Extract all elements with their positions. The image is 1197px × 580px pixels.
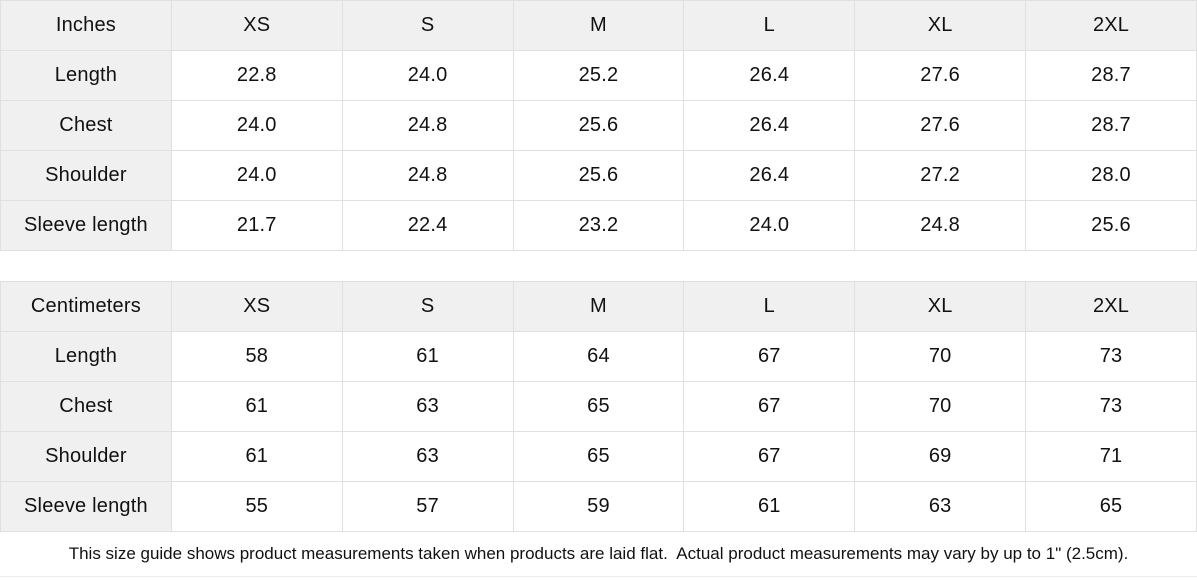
size-value-cell: 26.4 [683,100,856,151]
size-value-cell: 67 [683,431,856,482]
size-value-cell: 26.4 [683,50,856,101]
size-value-cell: 70 [854,331,1027,382]
size-value-cell: 65 [512,431,685,482]
size-value-cell: 27.2 [854,150,1027,201]
table-row-length-cm: Length 58 61 64 67 70 73 [0,331,1197,382]
size-value-cell: 71 [1025,431,1197,482]
size-value-cell: 70 [854,381,1027,432]
size-value-cell: 24.8 [854,200,1027,251]
row-label: Chest [0,381,172,432]
size-column-header-2xl: 2XL [1025,281,1197,332]
size-value-cell: 73 [1025,381,1197,432]
size-value-cell: 63 [341,431,514,482]
inches-header-row: Inches XS S M L XL 2XL [0,0,1197,51]
table-row-shoulder-in: Shoulder 24.0 24.8 25.6 26.4 27.2 28.0 [0,150,1197,201]
table-row-chest-in: Chest 24.0 24.8 25.6 26.4 27.6 28.7 [0,100,1197,151]
size-value-cell: 63 [341,381,514,432]
size-column-header-xl: XL [854,0,1027,51]
centimeters-unit-header: Centimeters [0,281,172,332]
centimeters-table: Centimeters XS S M L XL 2XL Length 58 61… [0,281,1197,532]
table-row-chest-cm: Chest 61 63 65 67 70 73 [0,381,1197,432]
table-row-sleeve-in: Sleeve length 21.7 22.4 23.2 24.0 24.8 2… [0,200,1197,251]
size-value-cell: 24.0 [170,100,343,151]
size-column-header-l: L [683,281,856,332]
size-value-cell: 24.8 [341,150,514,201]
size-column-header-xs: XS [170,281,343,332]
size-value-cell: 61 [341,331,514,382]
size-value-cell: 26.4 [683,150,856,201]
size-value-cell: 65 [512,381,685,432]
row-label: Shoulder [0,150,172,201]
row-label: Length [0,331,172,382]
size-value-cell: 25.2 [512,50,685,101]
size-value-cell: 63 [854,481,1027,532]
inches-unit-header: Inches [0,0,172,51]
size-column-header-s: S [341,281,514,332]
size-value-cell: 21.7 [170,200,343,251]
size-value-cell: 22.8 [170,50,343,101]
size-column-header-xs: XS [170,0,343,51]
size-column-header-l: L [683,0,856,51]
size-value-cell: 61 [683,481,856,532]
row-label: Chest [0,100,172,151]
size-value-cell: 25.6 [512,150,685,201]
size-value-cell: 61 [170,431,343,482]
size-column-header-s: S [341,0,514,51]
size-column-header-2xl: 2XL [1025,0,1197,51]
size-value-cell: 59 [512,481,685,532]
size-value-cell: 58 [170,331,343,382]
table-section-gap [0,251,1197,281]
table-row-sleeve-cm: Sleeve length 55 57 59 61 63 65 [0,481,1197,532]
row-label: Length [0,50,172,101]
table-row-shoulder-cm: Shoulder 61 63 65 67 69 71 [0,431,1197,482]
size-value-cell: 25.6 [1025,200,1197,251]
size-guide-disclaimer: This size guide shows product measuremen… [0,532,1197,577]
centimeters-header-row: Centimeters XS S M L XL 2XL [0,281,1197,332]
size-value-cell: 64 [512,331,685,382]
size-value-cell: 61 [170,381,343,432]
table-row-length-in: Length 22.8 24.0 25.2 26.4 27.6 28.7 [0,50,1197,101]
size-value-cell: 28.0 [1025,150,1197,201]
size-value-cell: 24.0 [341,50,514,101]
size-value-cell: 24.8 [341,100,514,151]
size-value-cell: 25.6 [512,100,685,151]
size-value-cell: 27.6 [854,100,1027,151]
row-label: Shoulder [0,431,172,482]
size-column-header-xl: XL [854,281,1027,332]
size-value-cell: 24.0 [683,200,856,251]
row-label: Sleeve length [0,481,172,532]
inches-table: Inches XS S M L XL 2XL Length 22.8 24.0 … [0,0,1197,251]
size-value-cell: 28.7 [1025,50,1197,101]
size-value-cell: 65 [1025,481,1197,532]
size-column-header-m: M [512,281,685,332]
size-value-cell: 27.6 [854,50,1027,101]
size-column-header-m: M [512,0,685,51]
size-value-cell: 24.0 [170,150,343,201]
row-label: Sleeve length [0,200,172,251]
size-value-cell: 57 [341,481,514,532]
size-value-cell: 23.2 [512,200,685,251]
size-value-cell: 67 [683,331,856,382]
size-value-cell: 67 [683,381,856,432]
size-value-cell: 73 [1025,331,1197,382]
size-value-cell: 28.7 [1025,100,1197,151]
size-value-cell: 69 [854,431,1027,482]
size-value-cell: 55 [170,481,343,532]
size-value-cell: 22.4 [341,200,514,251]
